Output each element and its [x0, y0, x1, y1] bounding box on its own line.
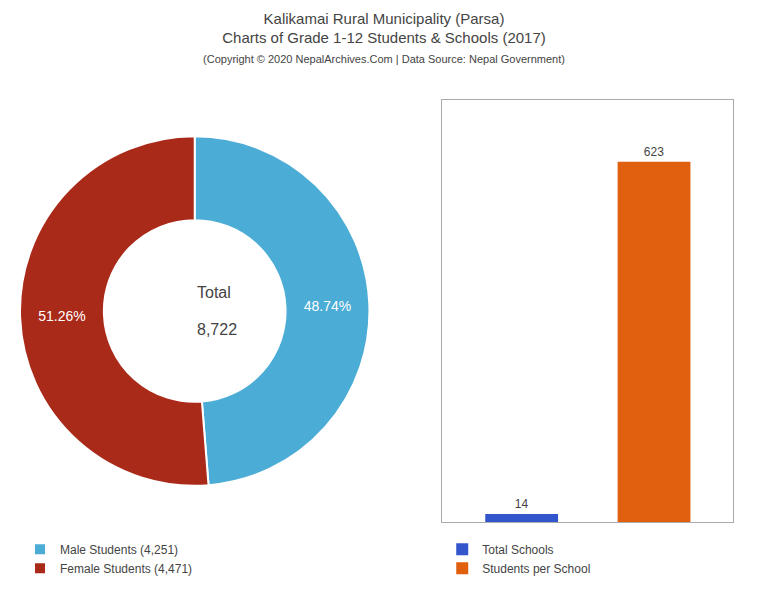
- svg-text:Male Students (4,251): Male Students (4,251): [60, 543, 178, 557]
- svg-text:Kalikamai Rural Municipality (: Kalikamai Rural Municipality (Parsa)Char…: [203, 10, 565, 65]
- svg-text:8,722: 8,722: [197, 321, 237, 338]
- svg-text:Total: Total: [197, 284, 231, 301]
- svg-text:Female Students (4,471): Female Students (4,471): [60, 562, 192, 576]
- svg-text:623: 623: [644, 145, 664, 159]
- svg-text:14: 14: [515, 497, 529, 511]
- svg-text:48.74%: 48.74%: [304, 298, 351, 314]
- svg-text:Total Schools: Total Schools: [482, 543, 553, 557]
- svg-text:51.26%: 51.26%: [38, 308, 85, 324]
- svg-text:Students per School: Students per School: [482, 562, 590, 576]
